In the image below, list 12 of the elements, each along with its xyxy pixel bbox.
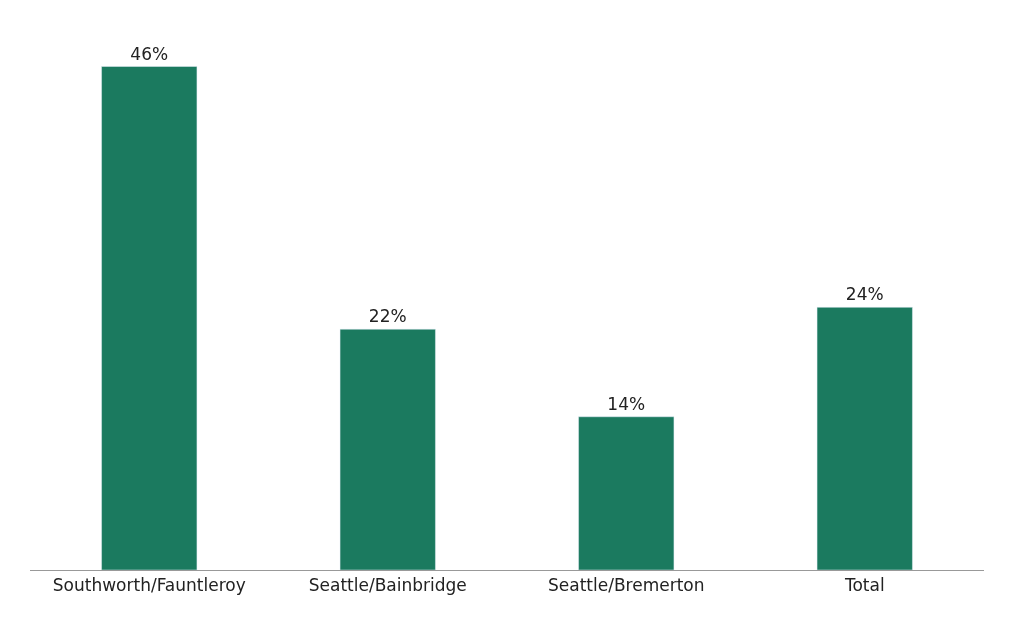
bar (339, 328, 436, 570)
data-label: 14% (607, 393, 646, 414)
bar (578, 416, 675, 570)
data-label: 22% (368, 306, 407, 327)
x-tick-label: Southworth/Fauntleroy (52, 575, 246, 596)
bar (101, 66, 198, 570)
data-label: 46% (130, 43, 169, 64)
x-tick-label: Seattle/Bremerton (548, 575, 705, 596)
data-label: 24% (845, 284, 884, 305)
bar (816, 307, 913, 570)
x-tick-label: Seattle/Bainbridge (308, 575, 467, 596)
x-tick-label: Total (843, 575, 885, 596)
